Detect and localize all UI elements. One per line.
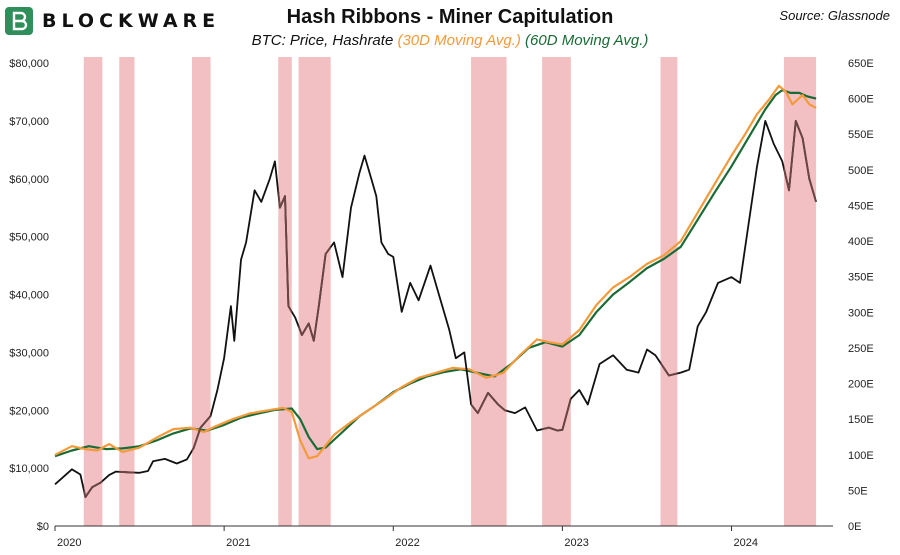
y-right-tick-label: 150E [848,414,874,426]
y-right-tick-label: 0E [848,521,861,533]
blockware-logo-icon [5,7,33,35]
y-right-tick-label: 250E [848,343,874,355]
y-left-tick-label: $60,000 [9,174,49,186]
source-note: Source: Glassnode [779,8,890,23]
y-right-tick-label: 400E [848,236,874,248]
capitulation-band-3 [191,57,211,526]
y-right-tick-label: 600E [848,94,874,106]
y-right-tick-label: 350E [848,272,874,284]
y-right-tick-label: 650E [848,58,874,70]
chart-subtitle: BTC: Price, Hashrate (30D Moving Avg.) (… [0,32,900,49]
capitulation-band-4 [278,57,292,526]
x-tick-label: 2021 [226,537,250,549]
brand-name: BLOCKWARE [42,10,221,32]
capitulation-band-7 [542,57,571,526]
y-right-tick-label: 300E [848,307,874,319]
y-right-tick-label: 50E [848,485,868,497]
subtitle-prefix: BTC: Price, Hashrate [251,32,398,49]
btc-price-capitulation-line [83,119,817,499]
chart-title: Hash Ribbons - Miner Capitulation [286,6,614,28]
hashrate-30d-line [54,84,817,460]
x-tick-label: 2020 [57,537,81,549]
x-tick-label: 2023 [564,537,588,549]
capitulation-band-2 [119,57,135,526]
x-tick-label: 2024 [734,537,758,549]
brand: BLOCKWARE [4,6,220,36]
y-right-tick-label: 100E [848,450,874,462]
capitulation-band-8 [660,57,678,526]
chart-series [54,84,817,499]
capitulation-band-9 [783,57,817,526]
subtitle-ma30: (30D Moving Avg.) [397,32,521,49]
y-left-tick-label: $0 [37,521,49,533]
y-left-tick-label: $10,000 [9,463,49,475]
y-right-tick-label: 550E [848,129,874,141]
y-left-tick-label: $50,000 [9,232,49,244]
btc-price-line [54,120,817,498]
x-tick-label: 2022 [395,537,419,549]
y-left-tick-label: $40,000 [9,290,49,302]
chart-axes: $0 $10,000 $20,000 $30,000 $40,000 $50,000 $60… [9,58,873,549]
subtitle-ma60: (60D Moving Avg.) [525,32,649,49]
hashrate-60d-line [54,89,817,458]
y-right-tick-label: 500E [848,165,874,177]
y-right-tick-label: 450E [848,200,874,212]
capitulation-band-1 [83,57,103,526]
capitulation-bands [83,57,817,526]
capitulation-band-6 [471,57,507,526]
y-left-tick-label: $30,000 [9,347,49,359]
y-left-tick-label: $20,000 [9,405,49,417]
y-left-tick-label: $80,000 [9,58,49,70]
capitulation-band-5 [298,57,331,526]
y-left-tick-label: $70,000 [9,116,49,128]
y-right-tick-label: 200E [848,379,874,391]
